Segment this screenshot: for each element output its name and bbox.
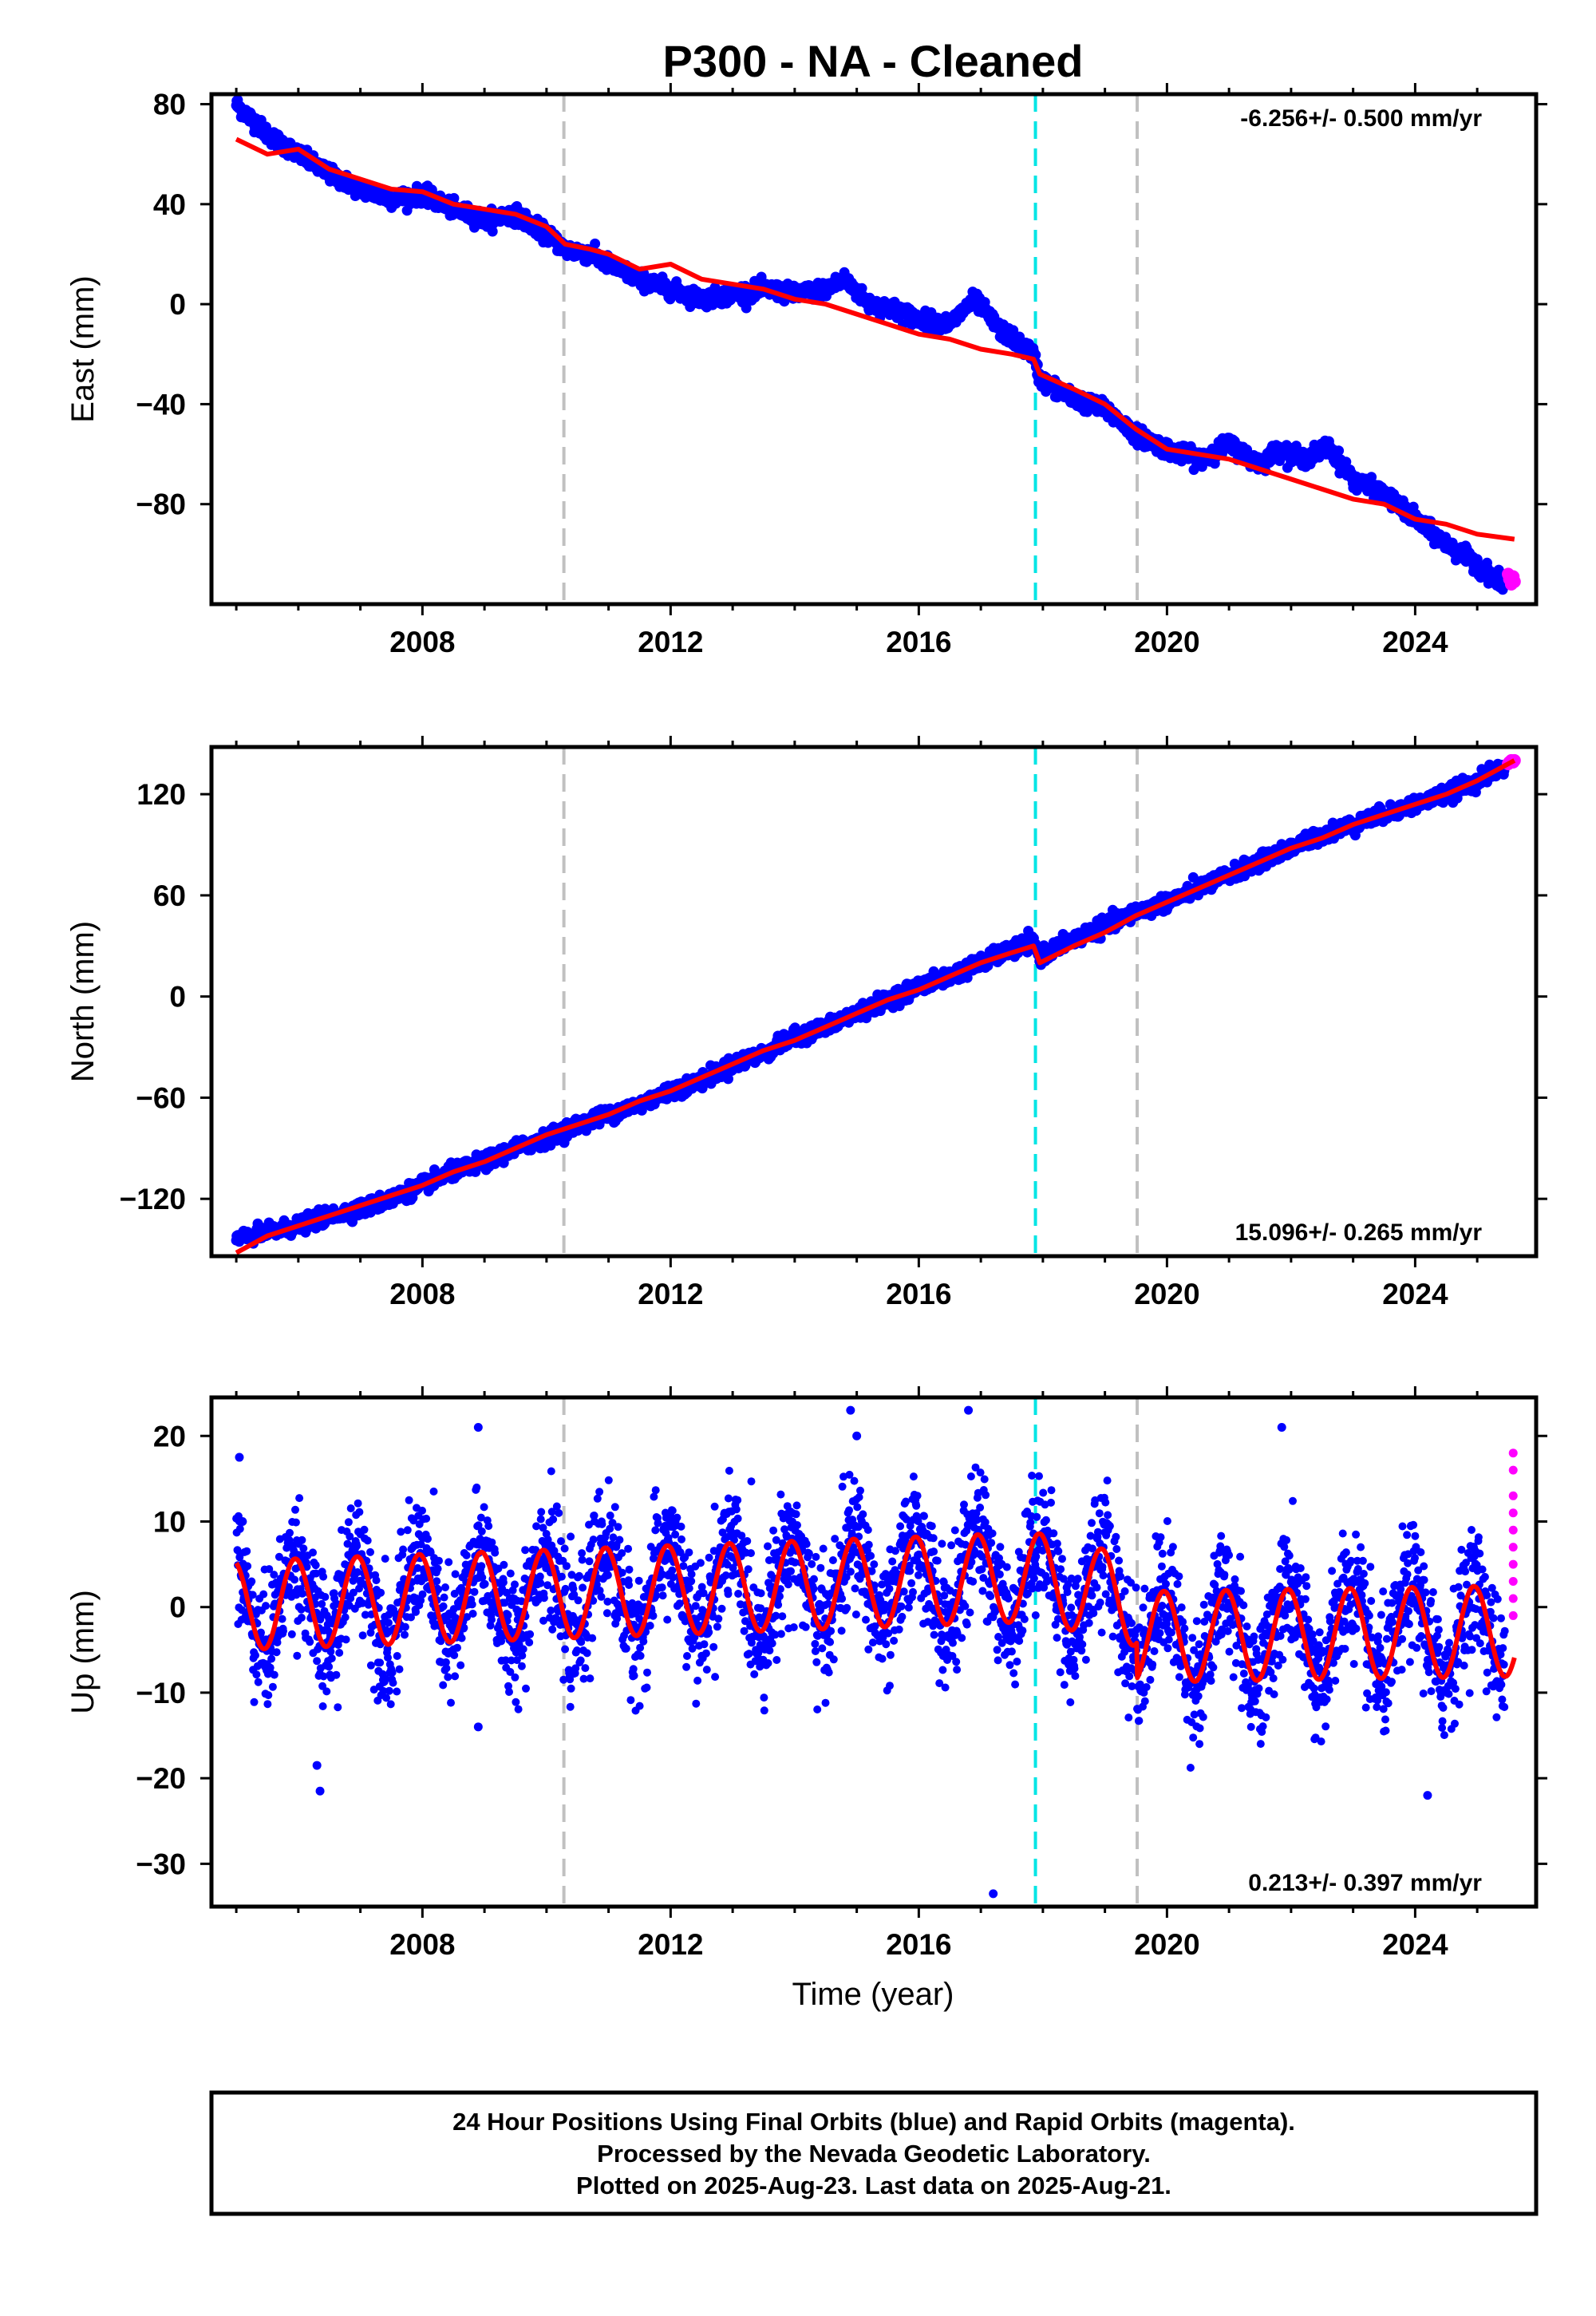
final-orbit-points xyxy=(231,758,1510,1249)
final-orbit-point xyxy=(723,1073,733,1085)
y-tick-label: −40 xyxy=(136,388,186,421)
final-orbit-point xyxy=(1366,472,1377,483)
x-tick-label: 2016 xyxy=(886,626,951,658)
final-orbit-point xyxy=(1341,456,1352,468)
x-tick-label: 2024 xyxy=(1382,626,1448,658)
rapid-orbit-point xyxy=(1507,575,1521,588)
final-orbit-point xyxy=(741,302,752,314)
final-orbit-point xyxy=(590,238,601,249)
final-orbit-point xyxy=(1493,564,1504,575)
x-tick-label: 2020 xyxy=(1134,626,1199,658)
y-tick-label: 80 xyxy=(153,89,186,121)
model-line xyxy=(235,136,1515,542)
figure-title: P300 - NA - Cleaned xyxy=(663,36,1084,86)
rate-label: -6.256+/- 0.500 mm/yr xyxy=(1240,105,1482,132)
rapid-orbit-points xyxy=(1502,567,1521,591)
y-axis-label: East (mm) xyxy=(65,275,101,422)
final-orbit-point xyxy=(487,226,498,237)
x-tick-label: 2012 xyxy=(638,626,703,658)
y-tick-label: −80 xyxy=(136,488,186,521)
east-panel: 80 40 0 −40 −80 2008 2012 2016 2020 2024 East (mm)… xyxy=(65,83,1547,658)
y-tick-label: 0 xyxy=(169,288,186,321)
final-orbit-point xyxy=(1333,445,1345,456)
x-tick-label: 2008 xyxy=(389,626,455,658)
plot-frame xyxy=(209,92,1539,607)
plot-area xyxy=(231,94,1521,604)
final-orbit-points xyxy=(231,94,1510,595)
plot-area xyxy=(231,747,1521,1256)
y-tick-label: 40 xyxy=(153,188,186,221)
